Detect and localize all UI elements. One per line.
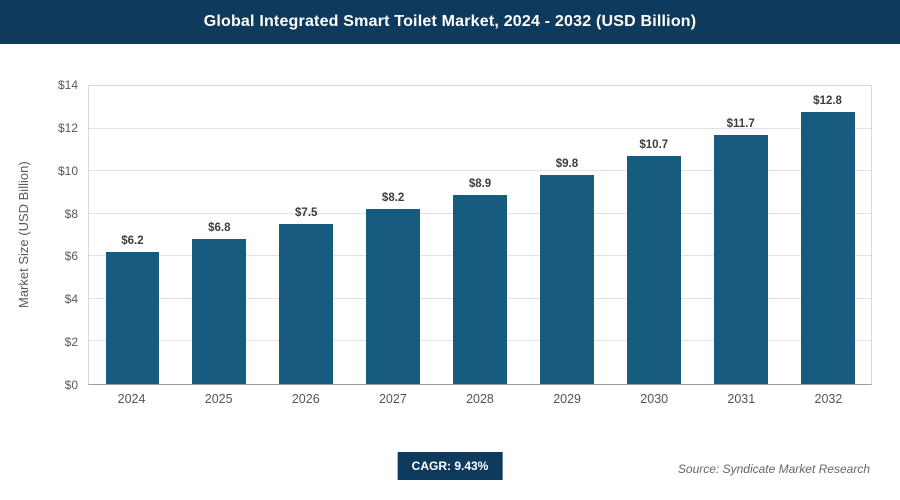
bar-slot: $8.2 <box>350 86 437 384</box>
bar <box>800 111 855 384</box>
x-tick-label: 2032 <box>814 392 843 406</box>
bar-value-label: $12.8 <box>813 94 842 107</box>
chart-title: Global Integrated Smart Toilet Market, 2… <box>203 13 697 30</box>
bar <box>539 175 594 384</box>
title-banner: Global Integrated Smart Toilet Market, 2… <box>0 0 900 44</box>
y-axis-ticks: $0 $2 $4 $6 $8 $10 $12 $14 <box>0 78 78 392</box>
y-tick-label: $12 <box>57 120 78 135</box>
bar-value-label: $6.2 <box>121 235 144 248</box>
bar <box>279 224 334 384</box>
x-tick-label: 2031 <box>727 392 756 406</box>
gridline <box>89 170 871 172</box>
cagr-badge: CAGR: 9.43% <box>397 452 503 480</box>
bar-slot: $8.9 <box>437 86 524 384</box>
plot-area: $6.2 $6.8 $7.5 $8.2 $8.9 $9.8 $10.7 $11.7 $12.8 <box>88 85 872 385</box>
bar-slot: $12.8 <box>784 86 871 384</box>
bar-slot: $6.8 <box>176 86 263 384</box>
x-tick-label: 2025 <box>204 392 233 406</box>
bar-slot: $6.2 <box>89 86 176 384</box>
x-axis-labels: 2024 2025 2026 2027 2028 2029 2030 2031 2032 <box>88 392 872 412</box>
bar-value-label: $10.7 <box>639 139 669 152</box>
y-tick-label: $8 <box>64 206 78 221</box>
x-tick-label: 2027 <box>378 392 407 406</box>
bar-value-label: $11.7 <box>726 117 755 130</box>
bar-value-label: $7.5 <box>295 207 318 220</box>
bar-series: $6.2 $6.8 $7.5 $8.2 $8.9 $9.8 $10.7 $11.7 $12.8 <box>89 86 871 384</box>
bar <box>105 252 160 384</box>
bar-value-label: $8.9 <box>468 177 492 190</box>
bar <box>453 194 507 384</box>
bar-value-label: $6.8 <box>208 222 231 235</box>
x-tick-label: 2024 <box>117 392 146 406</box>
y-tick-label: $10 <box>57 163 78 178</box>
x-tick-label: 2028 <box>466 392 494 406</box>
x-tick-label: 2030 <box>640 392 669 406</box>
bar-slot: $9.8 <box>523 86 610 384</box>
bar-slot: $10.7 <box>610 86 697 384</box>
x-tick-label: 2029 <box>553 392 581 406</box>
y-tick-label: $4 <box>64 292 78 307</box>
x-tick-label: 2026 <box>291 392 320 406</box>
y-tick-label: $6 <box>64 249 78 264</box>
bar-slot: $7.5 <box>263 86 350 384</box>
y-tick-label: $14 <box>57 78 78 92</box>
bar-slot: $11.7 <box>697 86 784 384</box>
bar-value-label: $9.8 <box>555 158 579 171</box>
source-attribution: Source: Syndicate Market Research <box>677 462 870 476</box>
bar <box>192 239 247 384</box>
bar <box>366 209 421 384</box>
y-tick-label: $2 <box>64 335 78 350</box>
gridline <box>89 127 871 129</box>
y-tick-label: $0 <box>64 378 78 392</box>
bar <box>626 156 681 384</box>
bar-value-label: $8.2 <box>381 192 405 205</box>
bar <box>713 134 768 384</box>
